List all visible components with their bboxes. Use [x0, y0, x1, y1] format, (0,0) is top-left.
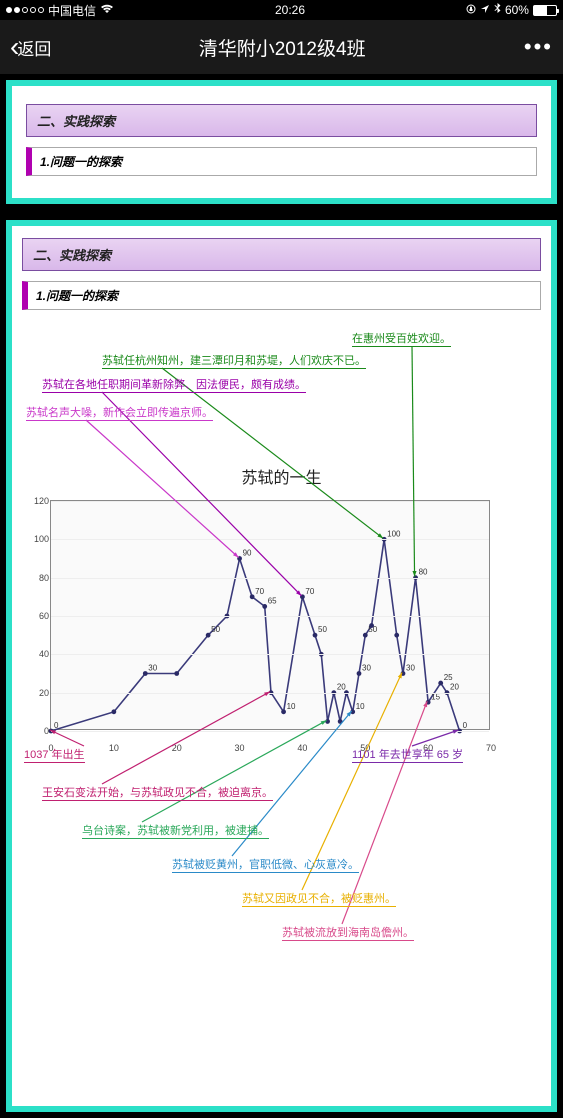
y-axis: 020406080100120 — [27, 501, 49, 729]
chart-title: 苏轼的一生 — [22, 464, 541, 488]
annotation-a1: 在惠州受百姓欢迎。 — [352, 332, 451, 346]
x-tick-label: 30 — [235, 743, 245, 753]
x-tick-label: 40 — [297, 743, 307, 753]
annotation-b6: 苏轼又因政见不合，被贬惠州。 — [242, 892, 396, 906]
svg-text:70: 70 — [255, 587, 264, 596]
annotation-b3: 王安石变法开始，与苏轼政见不合，被迫离京。 — [42, 786, 273, 800]
bluetooth-icon — [494, 3, 501, 17]
annotation-a4: 苏轼名声大噪，新作会立即传遍京师。 — [26, 406, 213, 420]
signal-dot — [6, 7, 12, 13]
annotation-b5: 苏轼被贬黄州，官职低微、心灰意冷。 — [172, 858, 359, 872]
document-page-top: 二、实践探索 1.问题一的探索 — [6, 80, 557, 204]
signal-dot — [22, 7, 28, 13]
annotation-b7: 苏轼被流放到海南岛儋州。 — [282, 926, 414, 940]
section-header-2: 二、实践探索 — [22, 238, 541, 271]
x-tick-label: 10 — [109, 743, 119, 753]
signal-dots — [6, 7, 44, 13]
battery-fill — [534, 6, 547, 15]
carrier-label: 中国电信 — [48, 2, 96, 19]
svg-text:65: 65 — [268, 596, 277, 605]
y-tick-label: 100 — [34, 534, 49, 544]
svg-text:50: 50 — [318, 625, 327, 634]
svg-text:25: 25 — [444, 673, 453, 682]
svg-text:30: 30 — [362, 664, 371, 673]
back-label: 返回 — [17, 35, 51, 60]
battery-icon — [533, 5, 557, 16]
location-icon — [480, 3, 490, 17]
battery-percent: 60% — [505, 3, 529, 17]
section-header: 二、实践探索 — [26, 104, 537, 137]
annotation-a3: 苏轼在各地任职期间革新除弊、因法便民，颇有成绩。 — [42, 378, 306, 392]
y-tick-label: 60 — [39, 611, 49, 621]
chart-region: 苏轼的一生 020406080100120 010203040506070 03… — [22, 326, 541, 976]
svg-text:30: 30 — [406, 664, 415, 673]
status-right: 60% — [466, 3, 557, 17]
annotation-b2: 1101 年去世享年 65 岁 — [352, 748, 463, 762]
wifi-icon — [100, 3, 114, 17]
y-tick-label: 80 — [39, 573, 49, 583]
svg-text:0: 0 — [463, 721, 468, 730]
y-tick-label: 120 — [34, 496, 49, 506]
x-tick-label: 70 — [486, 743, 496, 753]
annotation-b1: 1037 年出生 — [24, 748, 85, 762]
status-left: 中国电信 — [6, 2, 114, 19]
svg-text:30: 30 — [148, 664, 157, 673]
y-tick-label: 0 — [44, 726, 49, 736]
y-tick-label: 20 — [39, 688, 49, 698]
chart-box: 020406080100120 010203040506070 03050907… — [50, 500, 490, 730]
nav-bar: ‹ 返回 清华附小2012级4班 ••• — [0, 20, 563, 74]
svg-text:100: 100 — [387, 529, 401, 538]
status-time: 20:26 — [275, 3, 305, 17]
signal-dot — [30, 7, 36, 13]
more-button[interactable]: ••• — [513, 34, 553, 60]
svg-text:20: 20 — [450, 683, 459, 692]
status-bar: 中国电信 20:26 60% — [0, 0, 563, 20]
lock-icon — [466, 3, 476, 17]
subsection-header: 1.问题一的探索 — [26, 147, 537, 176]
svg-text:80: 80 — [419, 568, 428, 577]
x-tick-label: 20 — [172, 743, 182, 753]
svg-text:10: 10 — [287, 702, 296, 711]
subsection-header-2: 1.问题一的探索 — [22, 281, 541, 310]
svg-text:10: 10 — [356, 702, 365, 711]
svg-text:20: 20 — [337, 683, 346, 692]
content-scroll[interactable]: 二、实践探索 1.问题一的探索 二、实践探索 1.问题一的探索 苏轼的一生 0 2… — [0, 74, 563, 1118]
svg-text:50: 50 — [211, 625, 220, 634]
annotation-b4: 乌台诗案，苏轼被新党利用，被逮捕。 — [82, 824, 269, 838]
svg-text:90: 90 — [243, 549, 252, 558]
svg-text:70: 70 — [305, 587, 314, 596]
annotation-a2: 苏轼任杭州知州，建三潭印月和苏堤，人们欢庆不已。 — [102, 354, 366, 368]
y-tick-label: 40 — [39, 649, 49, 659]
back-button[interactable]: ‹ 返回 — [10, 33, 51, 61]
signal-dot — [14, 7, 20, 13]
document-page-main: 二、实践探索 1.问题一的探索 苏轼的一生 020406080100120 01… — [6, 220, 557, 1112]
chart-plot: 030509070651070502010305010030801525200 — [51, 501, 489, 729]
signal-dot — [38, 7, 44, 13]
page-title: 清华附小2012级4班 — [51, 34, 513, 61]
svg-text:0: 0 — [54, 721, 59, 730]
